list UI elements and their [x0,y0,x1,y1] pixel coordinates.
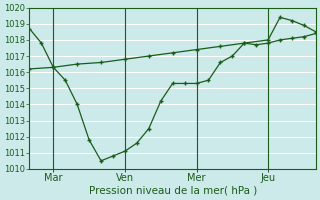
X-axis label: Pression niveau de la mer( hPa ): Pression niveau de la mer( hPa ) [89,186,257,196]
